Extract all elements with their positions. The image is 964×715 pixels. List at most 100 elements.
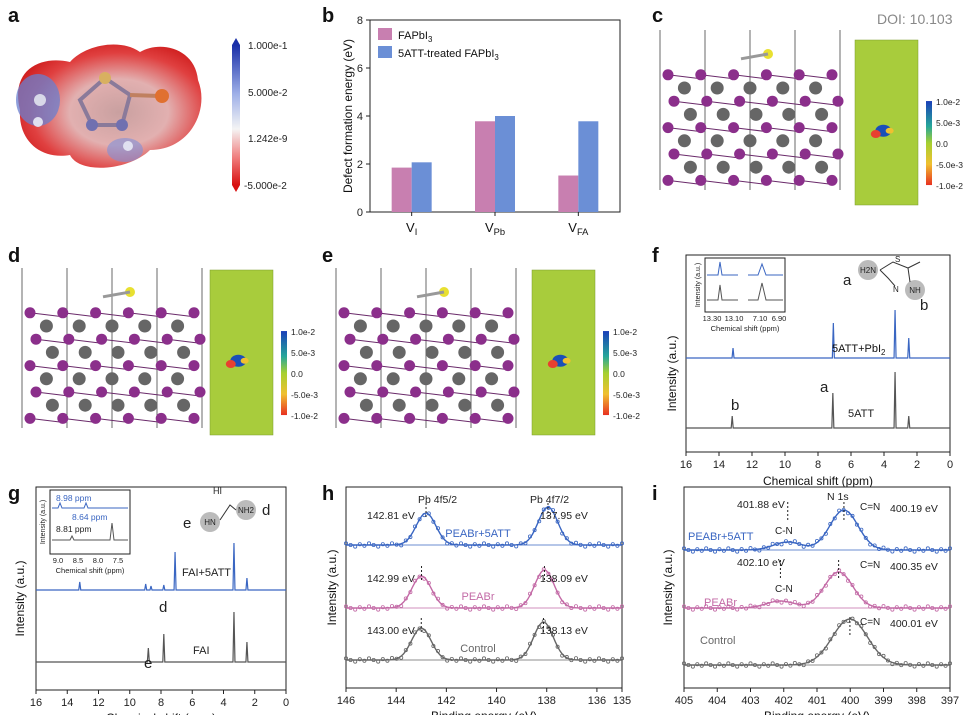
data-point	[592, 606, 597, 611]
bond	[134, 391, 168, 397]
iodine-atom	[161, 333, 173, 345]
data-point	[454, 543, 459, 548]
x-tick-label: 4	[881, 459, 887, 471]
series-label: FAI	[193, 645, 210, 657]
data-point	[783, 662, 788, 667]
iodine-atom	[122, 307, 134, 319]
peak-annotation: a	[820, 379, 829, 396]
bond	[481, 338, 515, 344]
data-point	[472, 605, 477, 610]
lead-atom	[782, 107, 796, 121]
bond	[95, 365, 129, 371]
lead-atom	[138, 372, 152, 386]
lead-atom	[452, 372, 466, 386]
data-point	[921, 663, 926, 668]
bar	[475, 121, 495, 212]
bond	[134, 338, 168, 344]
lead-atom	[39, 319, 53, 333]
x-tick-label: 144	[387, 695, 405, 707]
data-point	[587, 657, 592, 662]
lead-atom	[359, 398, 373, 412]
iodine-atom	[122, 360, 134, 372]
inset-line	[707, 261, 783, 276]
iodine-atom	[502, 307, 514, 319]
data-point	[916, 662, 921, 667]
x-axis-label: Chemical shift (ppm)	[763, 474, 873, 488]
charge-density-map: 1.0e-2 5.0e-3 0.0 -5.0e-3 -1.0e-2	[531, 269, 640, 436]
iodine-atom	[371, 412, 383, 424]
x-tick-label: 140	[487, 695, 505, 707]
peak-annotation: e	[144, 655, 152, 672]
lead-atom	[809, 81, 823, 95]
peak-title: N 1s	[827, 491, 849, 503]
iodine-atom	[662, 174, 674, 186]
cdd-background	[209, 269, 274, 436]
data-point	[610, 657, 615, 662]
lead-atom	[749, 107, 763, 121]
inset-tick-label: 8.0	[93, 556, 103, 565]
data-point	[615, 606, 620, 611]
data-point	[699, 663, 704, 668]
lead-atom	[78, 398, 92, 412]
lead-atom	[677, 134, 691, 148]
data-point	[899, 606, 904, 611]
bond	[376, 417, 410, 423]
bond	[128, 417, 162, 423]
x-tick-label: 14	[61, 697, 73, 709]
y-axis-label: Intensity (a.u.)	[325, 549, 339, 625]
iodine-atom	[442, 333, 454, 345]
x-tick-label: 8	[815, 459, 821, 471]
lead-atom	[419, 372, 433, 386]
esp-molecule-image	[16, 44, 202, 168]
bond	[343, 417, 377, 423]
lead-atom	[716, 160, 730, 174]
iodine-atom	[502, 360, 514, 372]
highlight-circle	[200, 512, 220, 532]
lead-atom	[386, 372, 400, 386]
data-point	[916, 605, 921, 610]
bond	[772, 153, 806, 159]
lead-atom	[144, 398, 158, 412]
iodine-atom	[57, 360, 69, 372]
iodine-atom	[508, 333, 520, 345]
iodine-atom	[766, 95, 778, 107]
data-point	[921, 606, 926, 611]
assignment-label: C-N	[775, 584, 793, 595]
peak-label: 400.19 eV	[890, 503, 938, 515]
bond	[161, 417, 195, 423]
data-point	[610, 542, 615, 547]
lead-atom	[815, 107, 829, 121]
data-point	[417, 517, 422, 522]
lead-atom	[749, 160, 763, 174]
iodine-atom	[371, 307, 383, 319]
data-point	[380, 542, 385, 547]
bond	[700, 179, 734, 185]
iodine-atom	[826, 174, 838, 186]
data-point	[357, 542, 362, 547]
fit-curve	[684, 509, 950, 551]
data-point	[362, 543, 367, 548]
iodine-atom	[668, 95, 680, 107]
panel-label-i: i	[652, 483, 658, 505]
data-point	[819, 588, 824, 593]
y-tick-label: 8	[357, 15, 363, 27]
inset-tick-label: 7.5	[113, 556, 123, 565]
data-point	[899, 548, 904, 553]
x-tick-label: VI	[406, 220, 417, 237]
iodine-atom	[760, 174, 772, 186]
lead-atom	[677, 81, 691, 95]
data-point	[699, 548, 704, 553]
iodine-atom	[344, 333, 356, 345]
panel-label-a: a	[8, 5, 20, 27]
y-tick-label: 4	[357, 111, 363, 123]
cdd-lobe	[885, 127, 894, 134]
iodine-atom	[695, 122, 707, 134]
bond	[448, 391, 482, 397]
spectrum-line	[36, 542, 286, 591]
iodine-atom	[63, 333, 75, 345]
lead-atom	[419, 319, 433, 333]
cdd-scale-label: -1.0e-2	[613, 411, 640, 421]
y-tick-label: 6	[357, 63, 363, 75]
data-point	[717, 547, 722, 552]
iodine-atom	[469, 360, 481, 372]
